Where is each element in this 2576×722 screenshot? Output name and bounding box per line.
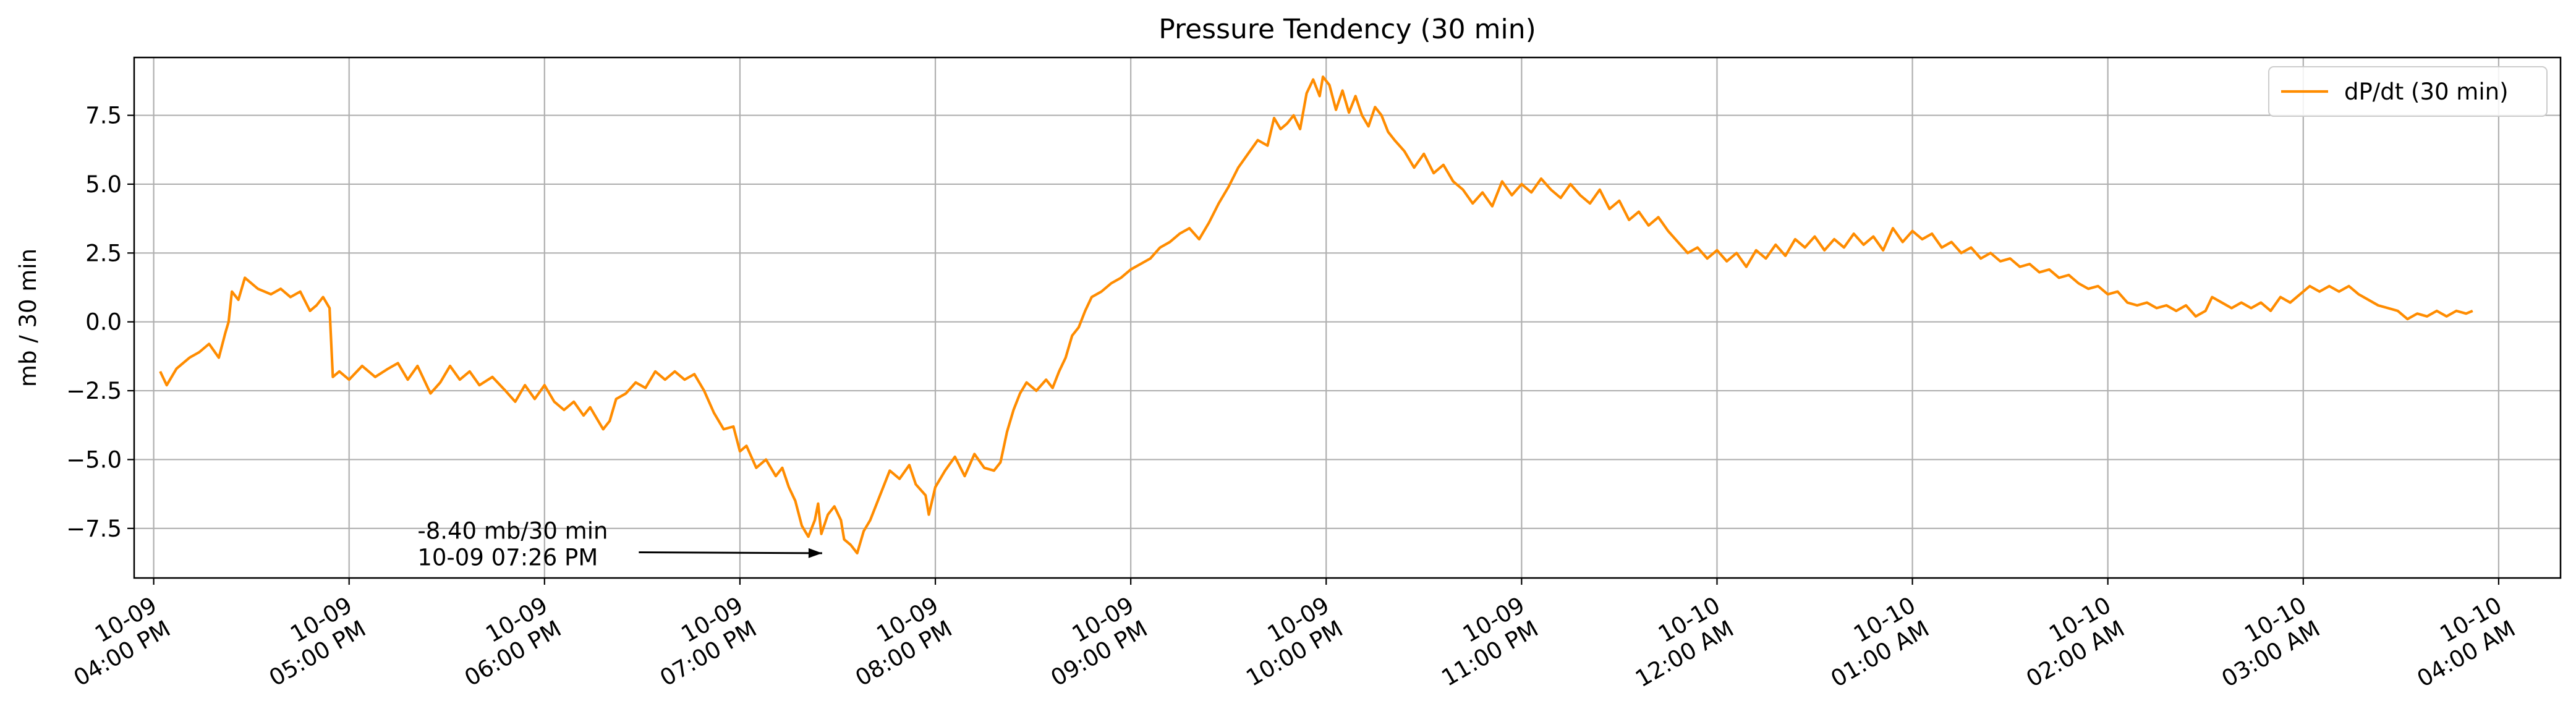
- y-tick-label: 0.0: [85, 309, 122, 336]
- annotation-value: -8.40 mb/30 min: [417, 518, 608, 545]
- annotation-arrowhead: [808, 548, 822, 558]
- chart-title: Pressure Tendency (30 min): [1158, 14, 1536, 45]
- y-tick-label: 7.5: [85, 103, 122, 129]
- legend: dP/dt (30 min): [2268, 66, 2548, 117]
- y-tick-label: 5.0: [85, 171, 122, 198]
- series-layer: [159, 75, 2473, 554]
- y-tick-label: −5.0: [66, 446, 122, 473]
- series-line: [159, 75, 2473, 554]
- legend-label: dP/dt (30 min): [2344, 79, 2509, 105]
- y-axis-label: mb / 30 min: [15, 248, 41, 387]
- legend-box: [2268, 66, 2548, 117]
- annotation-time: 10-09 07:26 PM: [417, 545, 598, 571]
- axes-frame: [133, 56, 2562, 579]
- y-tick-label: −2.5: [66, 378, 122, 404]
- y-tick-label: −7.5: [66, 516, 122, 542]
- grid-layer: [134, 57, 2561, 578]
- y-tick-label: 2.5: [85, 240, 122, 266]
